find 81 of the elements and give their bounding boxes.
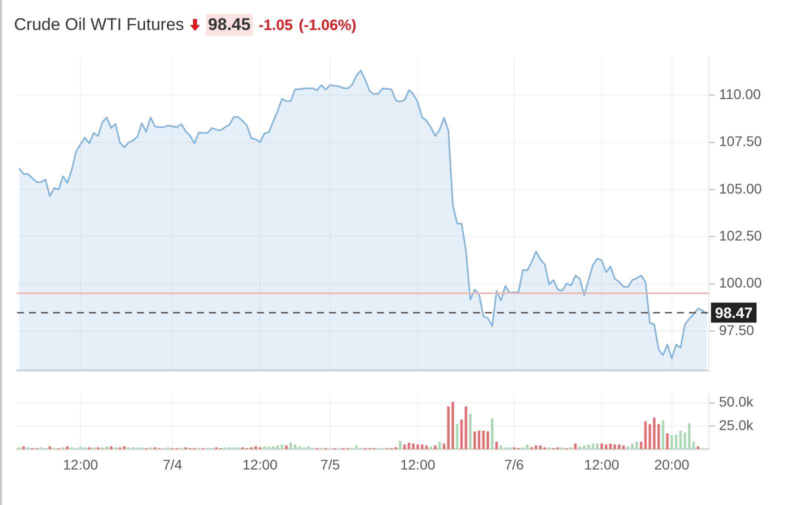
bar [110,446,112,450]
bar [604,444,608,450]
bar [456,424,458,450]
bar [464,406,468,450]
chart-title: Crude Oil WTI Futures [14,15,184,35]
x-tick-label: 7/5 [320,456,340,472]
bar [631,444,634,450]
x-tick-label: 12:00 [242,456,278,472]
x-tick-label: 7/6 [504,456,524,472]
bar [403,444,406,450]
bar [636,442,638,450]
x-tick-label: 12:00 [584,456,620,472]
bar [692,442,695,450]
y-tick-label: 107.50 [719,133,762,150]
bar [578,446,581,450]
bar [412,444,415,450]
bar [399,440,402,450]
bar [486,432,490,450]
bar [452,402,454,450]
bar [416,444,419,450]
bar [640,442,642,450]
bar [574,444,577,450]
x-tick-label: 12:00 [400,456,436,472]
bar [587,444,590,450]
x-tick-label: 20:00 [654,456,690,472]
bar [276,445,279,450]
bar [48,446,52,450]
y-tick-label: 110.00 [719,86,761,102]
bar [622,445,625,450]
y-tick-label: 50.0k [719,394,754,410]
bar [268,446,270,450]
bar [600,444,603,450]
bar [420,444,424,450]
bar [434,445,436,450]
bar [66,446,69,450]
bar [614,444,616,450]
bar [648,424,652,450]
ref-line-label: 98.47 [715,304,753,322]
bar [469,414,472,450]
y-tick-label: 25.0k [719,416,754,433]
bar [355,445,358,450]
bar [254,446,257,450]
bar [106,446,108,450]
bar [482,430,485,450]
bar [653,418,656,450]
x-tick-label: 12:00 [62,456,98,472]
bar [491,418,494,450]
bar [272,446,274,450]
bar [495,442,498,450]
bar [285,445,288,450]
bar [539,445,542,450]
bar [684,432,686,450]
bar [696,446,700,450]
y-tick-label: 105.00 [719,180,762,196]
y-tick-label: 97.50 [719,322,754,338]
bar [582,445,586,450]
bar [618,444,620,450]
bar [123,446,126,450]
bar [674,434,678,450]
bar [657,424,660,450]
bar [596,444,599,450]
text: (-1.06%) [298,16,356,34]
bar [430,446,432,450]
bar [447,406,450,450]
text: 98.45 [206,14,253,36]
bar [670,435,673,450]
bar [526,444,528,450]
x-tick-label: 7/4 [162,456,182,472]
y-tick-label: 102.50 [719,228,762,244]
bar [592,444,594,450]
bar [688,423,690,450]
bar [478,430,480,450]
bar [307,446,310,450]
bar [22,446,25,450]
bar [473,432,476,450]
bar [438,442,441,450]
bar [666,433,669,450]
y-tick-label: 100.00 [719,274,762,291]
bar [294,444,296,450]
bar [290,442,292,450]
text: -1.05 [258,16,293,34]
